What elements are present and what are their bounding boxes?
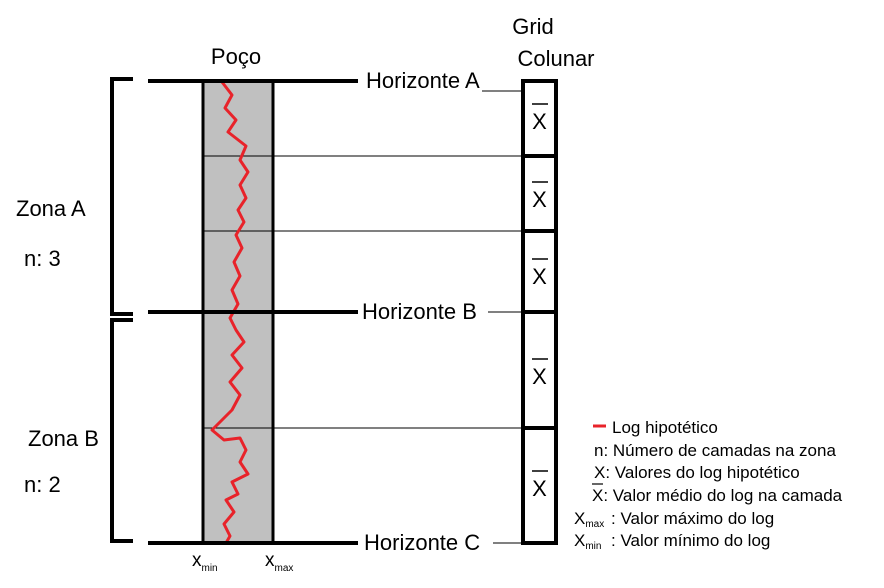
legend-xmin-symbol: Xmin — [574, 531, 601, 552]
zone-b-bracket — [110, 318, 133, 543]
legend-xmax-symbol: Xmax — [574, 509, 604, 530]
cell-xbar-symbol: X — [532, 364, 547, 389]
grid-cell-1: X — [532, 103, 548, 134]
legend-x: X: Valores do log hipotético — [594, 463, 800, 482]
zone-b-label: Zona B — [28, 426, 99, 451]
grid-cell-2: X — [532, 181, 548, 212]
well-xmax-label: xmax — [265, 550, 293, 574]
cell-xbar-symbol: X — [532, 109, 547, 134]
horizon-b-label: Horizonte B — [362, 299, 477, 324]
horizon-c-label: Horizonte C — [364, 530, 480, 555]
hypothetical-log-curve — [210, 81, 250, 544]
well-xmin-label: xmin — [192, 550, 218, 574]
legend: Log hipotético n: Número de camadas na z… — [574, 418, 843, 552]
zone-a-bracket — [110, 77, 133, 316]
grid-title-line2: Colunar — [517, 46, 594, 71]
cell-xbar-symbol: X — [532, 264, 547, 289]
cell-xbar-symbol: X — [532, 476, 547, 501]
legend-xmin: : Valor mínimo do log — [611, 531, 770, 550]
zone-b-count: n: 2 — [24, 472, 61, 497]
zone-a-count: n: 3 — [24, 246, 61, 271]
grid-title-line1: Grid — [512, 14, 554, 39]
legend-xbar: X: Valor médio do log na camada — [592, 486, 843, 505]
zone-a-label: Zona A — [16, 196, 86, 221]
well-title: Poço — [211, 44, 261, 69]
cell-xbar-symbol: X — [532, 187, 547, 212]
legend-xmax: : Valor máximo do log — [611, 509, 774, 528]
grid-cell-4: X — [532, 358, 548, 389]
grid-cell-3: X — [532, 258, 548, 289]
legend-n: n: Número de camadas na zona — [594, 441, 836, 460]
legend-log: Log hipotético — [612, 418, 718, 437]
horizon-a-label: Horizonte A — [366, 68, 480, 93]
grid-cell-5: X — [532, 470, 548, 501]
